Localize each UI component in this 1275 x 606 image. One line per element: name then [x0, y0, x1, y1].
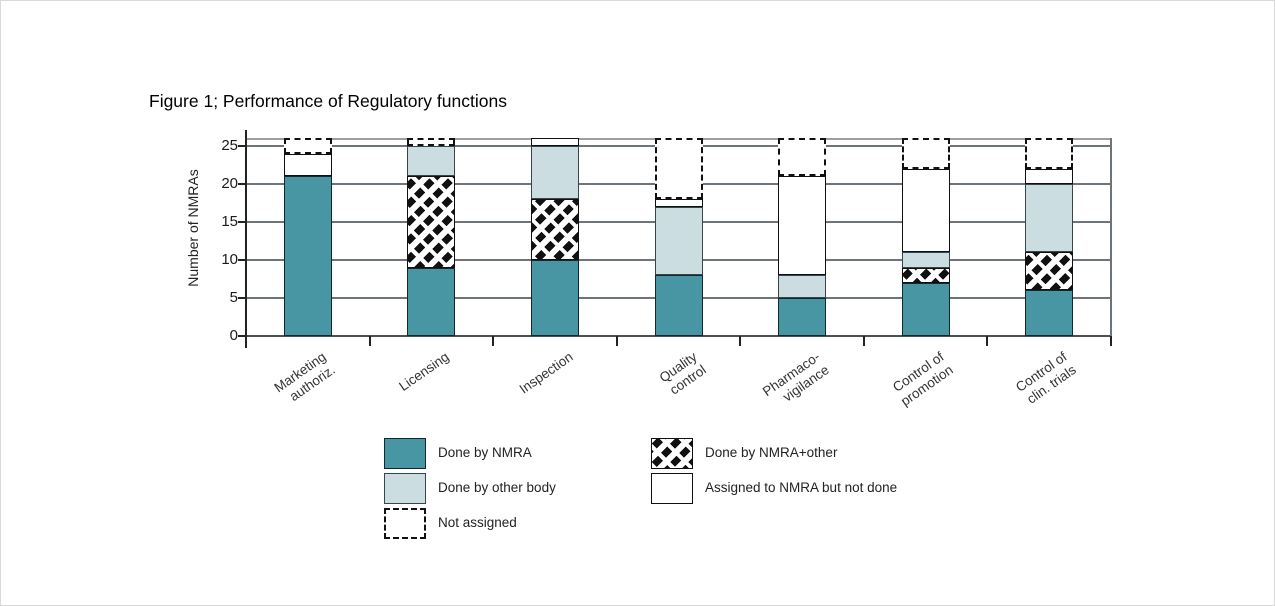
bar-segment-other_body [530, 146, 579, 200]
x-category-label: Marketing authoriz. [271, 349, 338, 405]
bar-segment-assigned_not_done [778, 176, 827, 276]
bar-segment-other_body [901, 252, 950, 268]
bar-segment-nmra [654, 275, 703, 336]
legend-label: Not assigned [438, 515, 517, 530]
figure-title: Figure 1; Performance of Regulatory func… [149, 91, 507, 111]
legend-item-assigned_not_done: Assigned to NMRA but not done [651, 473, 971, 504]
x-axis-tick [368, 336, 371, 346]
y-axis-tick [238, 259, 246, 261]
bar-segment-nmra [901, 282, 950, 336]
x-category-label: Control of clin. trials [1013, 349, 1079, 407]
y-tick-label: 25 [221, 137, 238, 154]
bar-segment-other_body [1025, 184, 1074, 253]
y-axis-tick [238, 297, 246, 299]
legend-label: Assigned to NMRA but not done [705, 480, 898, 495]
x-category-label: Licensing [396, 349, 452, 395]
bar-segment-nmra [778, 298, 827, 336]
bar-segment-other_body [407, 146, 456, 177]
x-category-label: Inspection [516, 349, 576, 397]
y-tick-label: 20 [221, 175, 238, 192]
bar-segment-assigned_not_done [1025, 168, 1074, 184]
bar-segment-not_assigned [407, 138, 456, 146]
y-axis-tick [238, 221, 246, 223]
x-category-label: Control of promotion [889, 349, 956, 409]
bar-segment-other_body [778, 275, 827, 298]
bar-segment-nmra_other [1025, 252, 1074, 291]
legend-swatch-other_body [384, 473, 426, 504]
bar-segment-nmra [1025, 290, 1074, 336]
y-tick-label: 5 [229, 289, 238, 306]
legend-label: Done by other body [438, 480, 556, 495]
legend-item-nmra: Done by NMRA [384, 438, 704, 469]
bar-segment-other_body [654, 206, 703, 276]
bar-segment-assigned_not_done [283, 153, 332, 177]
bar-segment-nmra [530, 260, 579, 336]
bar-segment-not_assigned [654, 138, 703, 200]
legend-swatch-assigned_not_done [651, 473, 693, 504]
x-category-label: Pharmaco-vigilance [759, 349, 832, 405]
y-axis-tick [238, 183, 246, 185]
x-axis-tick [492, 336, 495, 346]
legend-swatch-nmra [384, 438, 426, 469]
bar-segment-not_assigned [778, 138, 827, 177]
bar-segment-nmra_other [407, 176, 456, 268]
x-axis-tick [1110, 336, 1112, 346]
y-tick-label: 15 [221, 213, 238, 230]
legend-label: Done by NMRA+other [705, 445, 838, 460]
legend-swatch-nmra_other [651, 438, 693, 469]
legend-swatch-not_assigned [384, 508, 426, 539]
bar-segment-assigned_not_done [530, 138, 579, 146]
y-tick-label: 0 [229, 327, 238, 344]
legend-item-nmra_other: Done by NMRA+other [651, 438, 971, 469]
bar-segment-nmra_other [901, 267, 950, 283]
legend-label: Done by NMRA [438, 445, 532, 460]
bar-segment-not_assigned [901, 138, 950, 169]
bar-segment-nmra [407, 267, 456, 336]
x-axis-tick [739, 336, 742, 346]
bar-segment-nmra_other [530, 199, 579, 260]
plot-frame-right [1110, 138, 1112, 346]
y-gridline [246, 335, 1111, 337]
bar-segment-assigned_not_done [901, 168, 950, 253]
y-tick-label: 10 [221, 251, 238, 268]
legend-item-not_assigned: Not assigned [384, 508, 704, 539]
x-axis-tick [862, 336, 865, 346]
x-category-label: Quality control [656, 349, 709, 398]
y-axis-line [245, 130, 247, 348]
y-axis-tick [238, 335, 246, 337]
x-axis-tick [986, 336, 989, 346]
y-axis-tick [238, 145, 246, 147]
bar-segment-not_assigned [283, 138, 332, 154]
x-axis-tick [615, 336, 618, 346]
bar-segment-assigned_not_done [654, 199, 703, 207]
bar-segment-not_assigned [1025, 138, 1074, 169]
legend-item-other_body: Done by other body [384, 473, 704, 504]
bar-segment-nmra [283, 176, 332, 336]
